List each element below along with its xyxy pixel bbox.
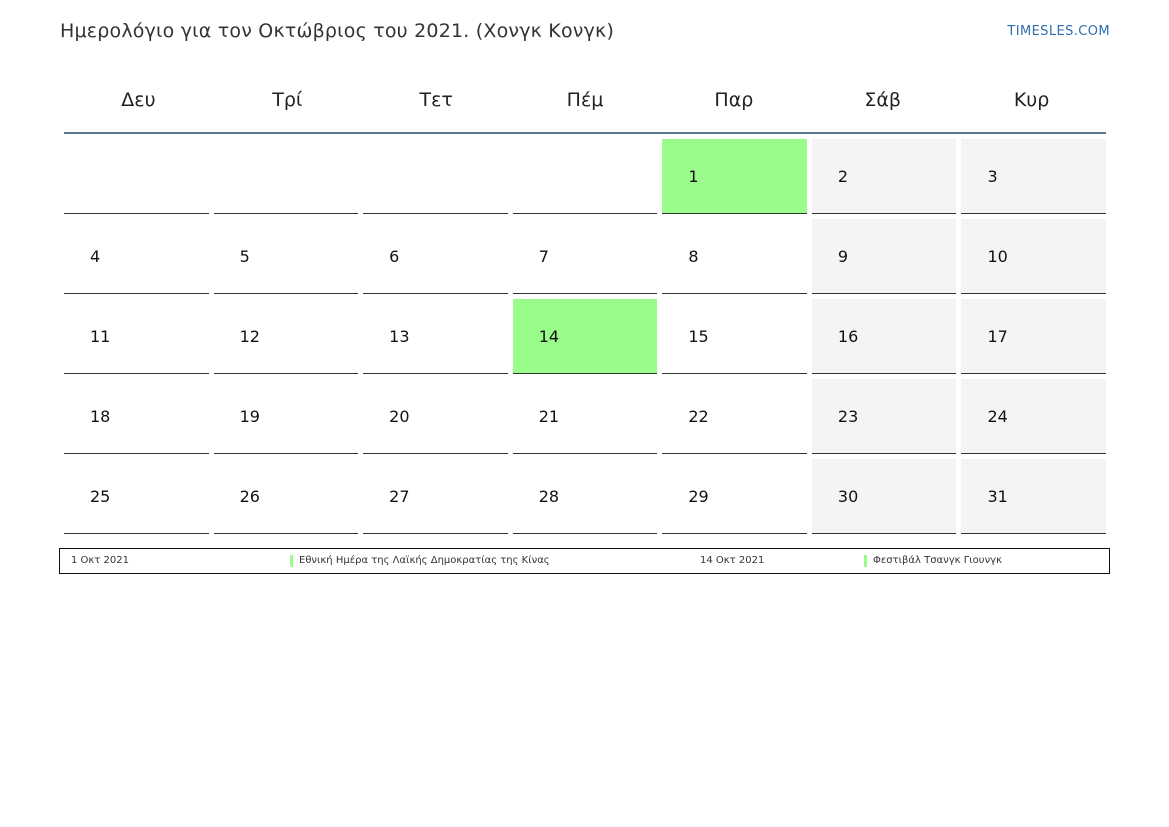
- day-cell-5: 5: [213, 219, 359, 294]
- day-cell-17: 17: [961, 299, 1107, 374]
- day-cell-31: 31: [961, 459, 1107, 534]
- day-cell-28: 28: [512, 459, 658, 534]
- day-cell-22: 22: [662, 379, 807, 454]
- legend-date-2: 14 Οκτ 2021: [700, 555, 765, 566]
- brand-link[interactable]: TIMESLES.COM: [1007, 24, 1110, 39]
- day-cell-3: 3: [961, 139, 1107, 214]
- day-cell-8: 8: [662, 219, 807, 294]
- day-cell-20: 20: [363, 379, 508, 454]
- day-cell-10: 10: [961, 219, 1107, 294]
- legend-swatch-1: [290, 555, 293, 567]
- week-row: 4 5 6 7 8 9 10: [64, 219, 1107, 294]
- empty-day-cell: [64, 139, 209, 214]
- legend-name-2: Φεστιβάλ Τσανγκ Γιουνγκ: [873, 555, 1002, 566]
- day-cell-12: 12: [213, 299, 359, 374]
- week-row: 11 12 13 14 15 16 17: [64, 299, 1107, 374]
- weekday-header-sun: Κυρ: [1013, 89, 1050, 111]
- day-cell-16: 16: [811, 299, 957, 374]
- weekday-header-thu: Πέμ: [566, 89, 604, 111]
- day-cell-6: 6: [363, 219, 508, 294]
- weekday-header-mon: Δευ: [121, 89, 156, 111]
- calendar-grid: Δευ Τρί Τετ Πέμ Παρ Σάβ Κυρ 1 2 3 4 5 6 7 8 9 10 1…: [64, 72, 1107, 539]
- calendar-weeks: 1 2 3 4 5 6 7 8 9 10 11 12 13 14 15 16 17 18 19 20 21 22 23 24 2…: [64, 134, 1107, 534]
- page-title: Ημερολόγιο για τον Οκτώβριος του 2021. (…: [60, 20, 615, 42]
- day-cell-21: 21: [512, 379, 658, 454]
- legend-name-1: Εθνική Ημέρα της Λαϊκής Δημοκρατίας της …: [299, 555, 550, 566]
- day-cell-2: 2: [811, 139, 957, 214]
- legend-swatch-2: [864, 555, 867, 567]
- week-row: 18 19 20 21 22 23 24: [64, 379, 1107, 454]
- day-cell-15: 15: [662, 299, 807, 374]
- week-row: 25 26 27 28 29 30 31: [64, 459, 1107, 534]
- weekday-header-tue: Τρί: [272, 89, 303, 111]
- day-cell-13: 13: [363, 299, 508, 374]
- weekday-header-fri: Παρ: [714, 89, 754, 111]
- day-cell-9: 9: [811, 219, 957, 294]
- legend-date-1: 1 Οκτ 2021: [71, 555, 129, 566]
- day-cell-1: 1: [662, 139, 807, 214]
- day-cell-25: 25: [64, 459, 209, 534]
- day-cell-4: 4: [64, 219, 209, 294]
- weekday-header-sat: Σάβ: [864, 89, 902, 111]
- weekday-header-row: Δευ Τρί Τετ Πέμ Παρ Σάβ Κυρ: [64, 72, 1106, 134]
- empty-day-cell: [363, 139, 508, 214]
- weekday-header-wed: Τετ: [419, 89, 453, 111]
- empty-day-cell: [512, 139, 658, 214]
- day-cell-23: 23: [811, 379, 957, 454]
- day-cell-18: 18: [64, 379, 209, 454]
- day-cell-29: 29: [662, 459, 807, 534]
- day-cell-27: 27: [363, 459, 508, 534]
- day-cell-14: 14: [512, 299, 658, 374]
- day-cell-11: 11: [64, 299, 209, 374]
- day-cell-30: 30: [811, 459, 957, 534]
- day-cell-7: 7: [512, 219, 658, 294]
- day-cell-19: 19: [213, 379, 359, 454]
- holiday-legend: 1 Οκτ 2021 Εθνική Ημέρα της Λαϊκής Δημοκ…: [59, 548, 1110, 574]
- empty-day-cell: [213, 139, 359, 214]
- day-cell-24: 24: [961, 379, 1107, 454]
- day-cell-26: 26: [213, 459, 359, 534]
